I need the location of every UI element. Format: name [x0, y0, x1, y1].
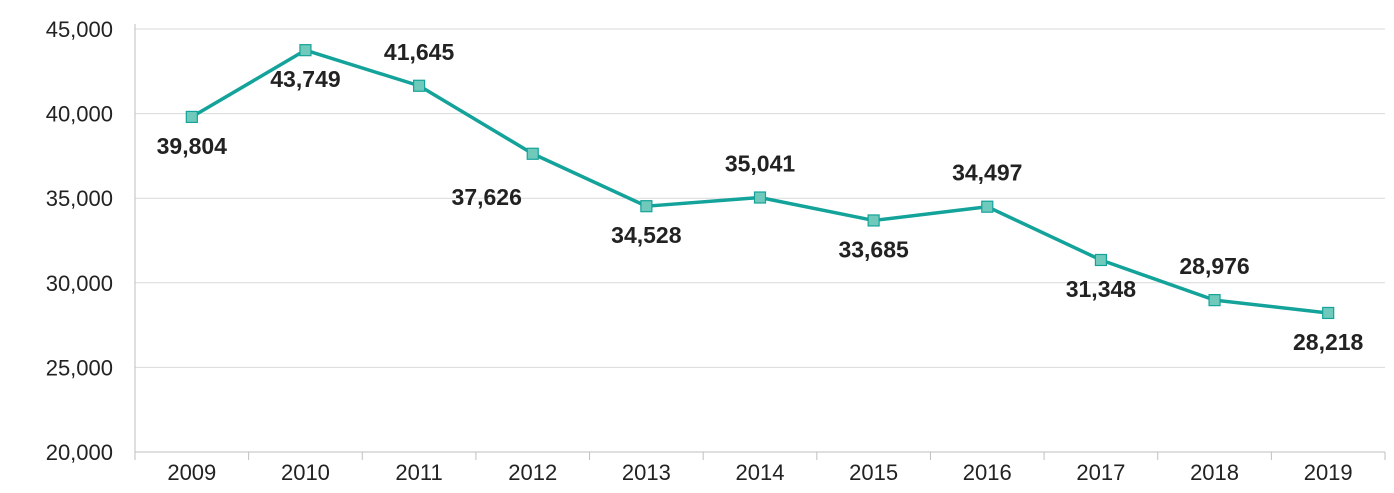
y-tick-label: 35,000 [46, 186, 113, 211]
data-point-marker [640, 200, 653, 213]
data-label: 28,218 [1293, 329, 1364, 355]
data-label: 39,804 [157, 133, 228, 159]
series-total [185, 44, 1335, 320]
series-line [190, 48, 1329, 315]
data-point-marker [867, 214, 880, 227]
data-point-marker [299, 44, 312, 57]
data-point-marker [981, 200, 994, 213]
data-point-marker [185, 110, 198, 124]
x-tick-label: 2013 [622, 460, 671, 485]
data-label: 43,749 [270, 66, 340, 92]
x-tick-label: 2014 [736, 460, 785, 485]
data-label: 33,685 [838, 236, 909, 262]
data-label: 37,626 [452, 184, 522, 210]
x-tick-label: 2009 [167, 460, 216, 485]
y-tick-label: 45,000 [46, 17, 113, 42]
y-tick-label: 20,000 [46, 440, 113, 465]
data-label: 31,348 [1066, 276, 1137, 302]
x-tick-label: 2015 [849, 460, 898, 485]
y-tick-label: 30,000 [46, 271, 113, 296]
data-point-marker [1208, 294, 1221, 307]
y-axis-tick-labels: 20,000 25,000 30,000 35,000 40,000 45,000 [46, 17, 113, 465]
y-tick-label: 40,000 [46, 102, 113, 127]
x-tick-label: 2010 [281, 460, 330, 485]
data-point-marker [1094, 253, 1108, 267]
data-label: 34,528 [611, 222, 682, 248]
data-label: 34,497 [952, 160, 1022, 186]
data-point-marker [1322, 306, 1335, 320]
axes [134, 24, 1386, 460]
data-label: 41,645 [384, 39, 455, 65]
x-tick-label: 2018 [1190, 460, 1239, 485]
data-point-marker [753, 191, 767, 204]
x-tick-label: 2019 [1304, 460, 1353, 485]
data-labels: 39,804 43,749 41,645 37,626 34,528 35,041 33,6… [157, 39, 1364, 355]
x-tick-label: 2016 [963, 460, 1012, 485]
x-axis-tick-labels: 2009 2010 2011 2012 2013 2014 2015 2016 2017 2018… [167, 460, 1352, 485]
x-tick-label: 2012 [508, 460, 557, 485]
data-point-marker [412, 79, 426, 92]
data-label: 35,041 [725, 151, 796, 177]
data-point-marker [526, 147, 539, 160]
y-tick-label: 25,000 [46, 355, 113, 380]
x-tick-label: 2017 [1076, 460, 1125, 485]
data-label: 28,976 [1179, 253, 1249, 279]
x-tick-label: 2011 [395, 460, 442, 485]
